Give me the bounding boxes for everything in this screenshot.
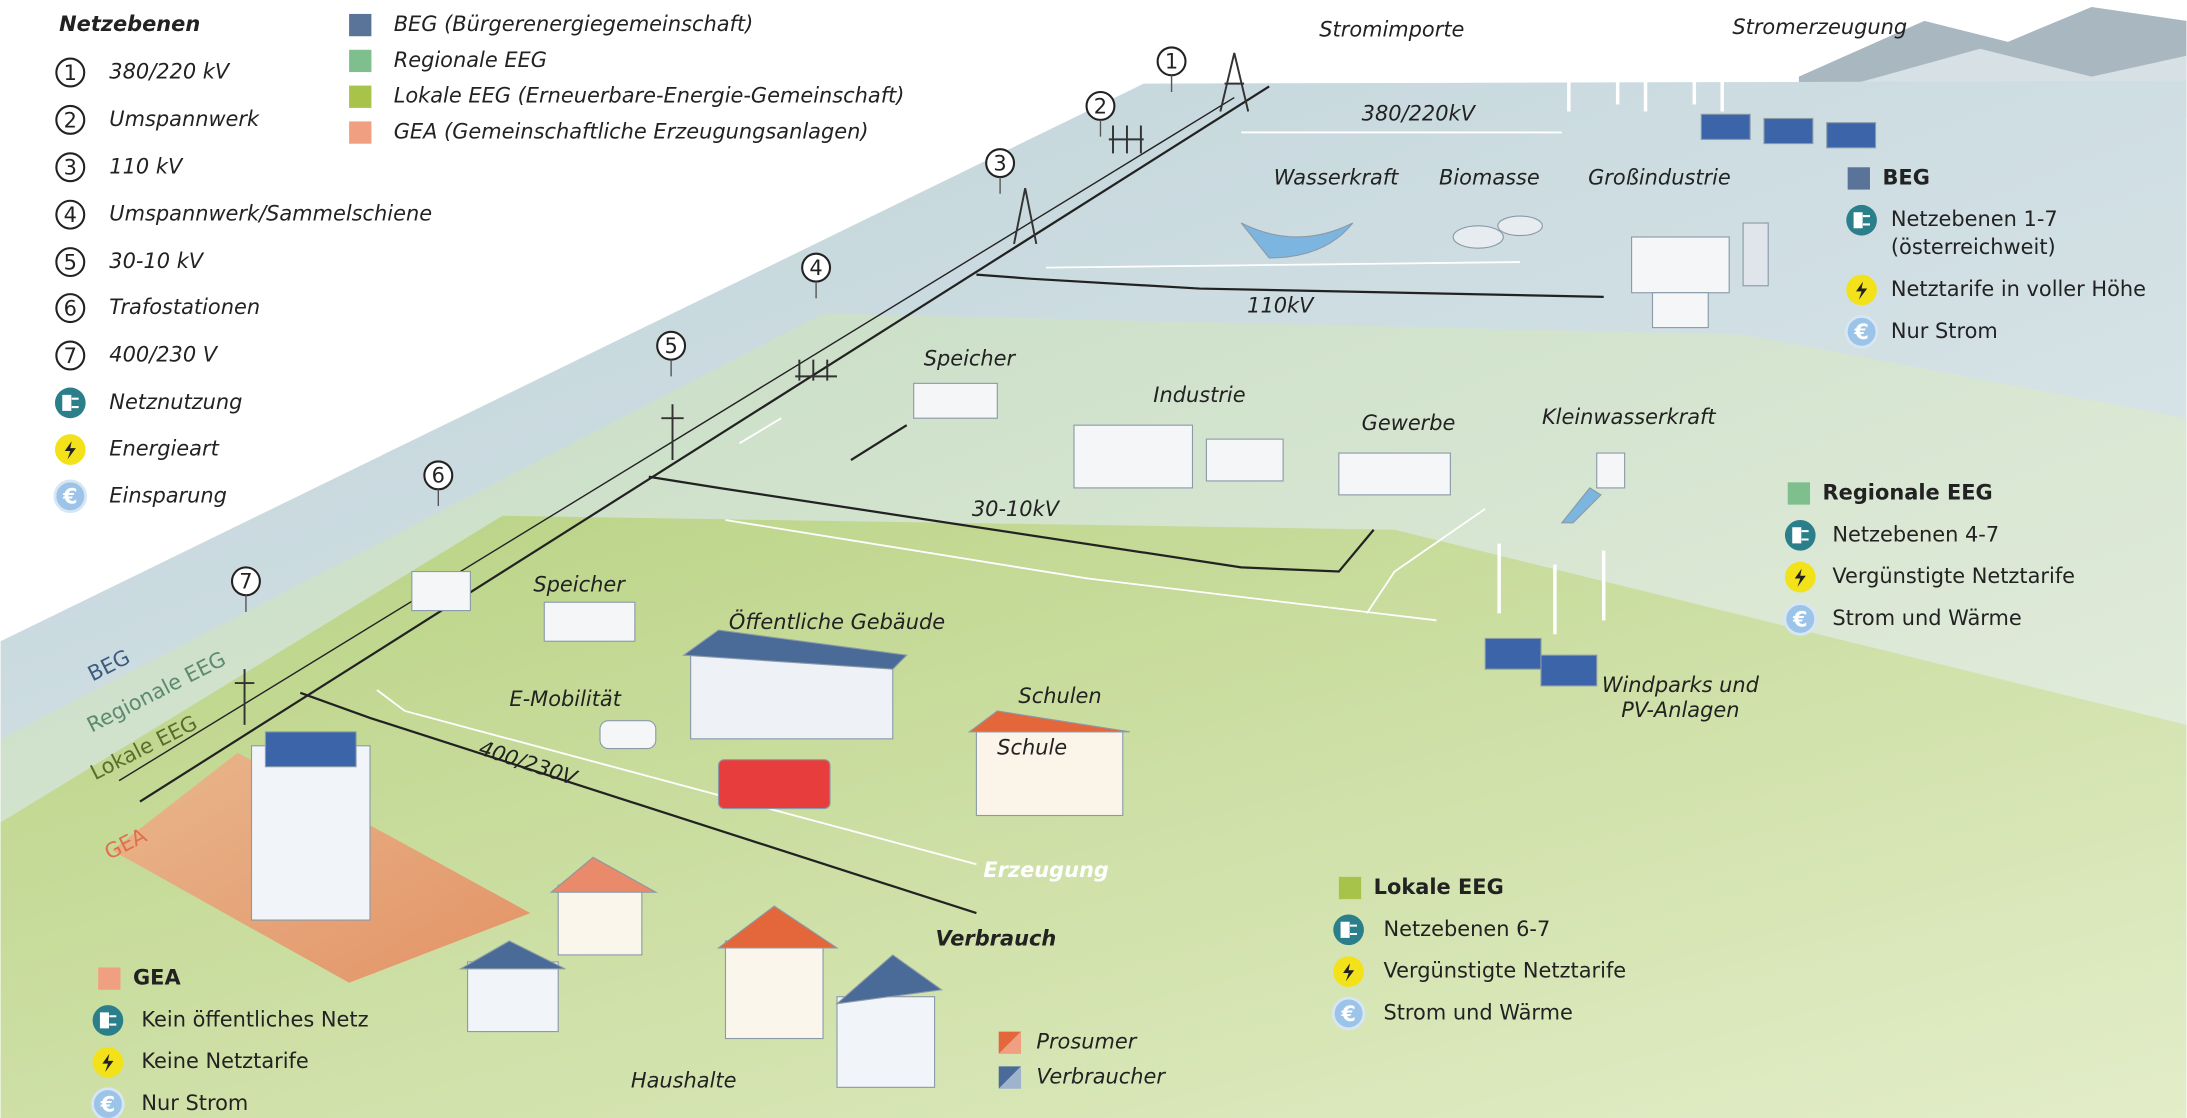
map-label: Öffentliche Gebäude <box>729 609 945 634</box>
map-label: Verbrauch <box>936 927 1057 951</box>
community-swatch <box>349 50 371 72</box>
info-item: Kein öffentliches Netz <box>141 1007 368 1031</box>
map-label: 30-10kV <box>972 497 1061 521</box>
legend-title: Netzebenen <box>59 12 200 36</box>
legend-level: Umspannwerk/Sammelschiene <box>109 202 432 226</box>
info-item: Keine Netztarife <box>141 1049 308 1073</box>
euro-glyph: € <box>62 485 78 509</box>
map-label: Biomasse <box>1439 165 1540 189</box>
info-title: Lokale EEG <box>1374 875 1504 899</box>
info-title: BEG <box>1883 165 1930 189</box>
map-label: Schulen <box>1018 684 1101 708</box>
info-item: Netzebenen 6-7 <box>1383 917 1550 941</box>
map-label: Stromerzeugung <box>1732 15 1907 39</box>
diagram: Netzebenen 1 380/220 kV 2 Umspannwerk 3 110 kV… <box>0 0 2187 1118</box>
map-label: Stromimporte <box>1319 18 1464 42</box>
number: 1 <box>64 61 77 85</box>
legend-level: 380/220 kV <box>109 59 231 83</box>
legend-level: Trafostationen <box>109 295 260 319</box>
map-label: 110kV <box>1247 294 1315 318</box>
info-item: Nur Strom <box>1891 319 1998 343</box>
info-swatch <box>1788 482 1810 504</box>
info-item: Strom und Wärme <box>1383 1000 1572 1024</box>
euro-glyph: € <box>1792 607 1808 631</box>
consumer-label: Verbraucher <box>1036 1065 1166 1089</box>
map-label: Haushalte <box>631 1069 737 1093</box>
map-label: E-Mobilität <box>509 687 621 711</box>
map-label: Schule <box>997 736 1067 760</box>
info-item: Strom und Wärme <box>1832 606 2021 630</box>
number: 2 <box>1094 94 1107 118</box>
map-label: Speicher <box>533 572 626 596</box>
info-title: GEA <box>133 966 181 990</box>
map-label: PV-Anlagen <box>1621 698 1739 722</box>
number: 6 <box>64 296 77 320</box>
map-label: Gewerbe <box>1362 411 1456 435</box>
info-swatch <box>1848 167 1870 189</box>
number: 3 <box>64 156 77 180</box>
community-label: GEA (Gemeinschaftliche Erzeugungsanlagen… <box>394 120 869 144</box>
info-item: Netztarife in voller Höhe <box>1891 277 2146 301</box>
info-item: Netzebenen 4-7 <box>1832 522 1999 546</box>
legend-icon-label: Energieart <box>109 437 219 461</box>
community-swatch <box>349 121 371 143</box>
map-label: Industrie <box>1153 383 1245 407</box>
consumer-label: Prosumer <box>1036 1030 1137 1054</box>
euro-glyph: € <box>1853 320 1869 344</box>
community-swatch <box>349 86 371 108</box>
legend-level: 110 kV <box>109 154 184 178</box>
euro-glyph: € <box>100 1092 116 1116</box>
map-label: Großindustrie <box>1588 165 1731 189</box>
community-label: Regionale EEG <box>394 48 547 72</box>
community-label: Lokale EEG (Erneuerbare-Energie-Gemeinsc… <box>394 84 905 108</box>
number: 6 <box>432 464 445 488</box>
legend-icon-label: Einsparung <box>109 483 227 507</box>
map-label: Kleinwasserkraft <box>1542 405 1716 429</box>
map-label: Wasserkraft <box>1274 165 1399 189</box>
legend-icon-label: Netznutzung <box>109 390 242 414</box>
legend-level: Umspannwerk <box>109 107 260 131</box>
legend-level: 30-10 kV <box>109 249 205 273</box>
number: 2 <box>64 108 77 132</box>
legend-level: 400/230 V <box>109 342 218 366</box>
page: Netzebenen 1 380/220 kV 2 Umspannwerk 3 110 kV… <box>0 0 2187 1118</box>
number: 4 <box>809 256 822 280</box>
info-title: Regionale EEG <box>1823 480 1993 504</box>
number: 1 <box>1165 50 1178 74</box>
info-swatch <box>1339 877 1361 899</box>
number: 4 <box>64 203 77 227</box>
info-swatch <box>98 967 120 989</box>
euro-glyph: € <box>1340 1002 1356 1026</box>
map-label: Erzeugung <box>983 858 1109 882</box>
map-label: Windparks und <box>1602 673 1760 697</box>
info-item: (österreichweit) <box>1891 235 2056 259</box>
map-label: Speicher <box>924 347 1017 371</box>
community-label: BEG (Bürgerenergiegemeinschaft) <box>394 12 754 36</box>
map-label: 380/220kV <box>1362 101 1477 125</box>
info-item: Vergünstigte Netztarife <box>1832 564 2075 588</box>
info-item: Vergünstigte Netztarife <box>1383 959 1626 983</box>
community-swatch <box>349 14 371 36</box>
number: 5 <box>664 334 677 358</box>
number: 7 <box>64 344 77 368</box>
number: 5 <box>64 250 77 274</box>
number: 7 <box>239 570 252 594</box>
info-item: Netzebenen 1-7 <box>1891 207 2058 231</box>
info-item: Nur Strom <box>141 1091 248 1115</box>
number: 3 <box>993 151 1006 175</box>
